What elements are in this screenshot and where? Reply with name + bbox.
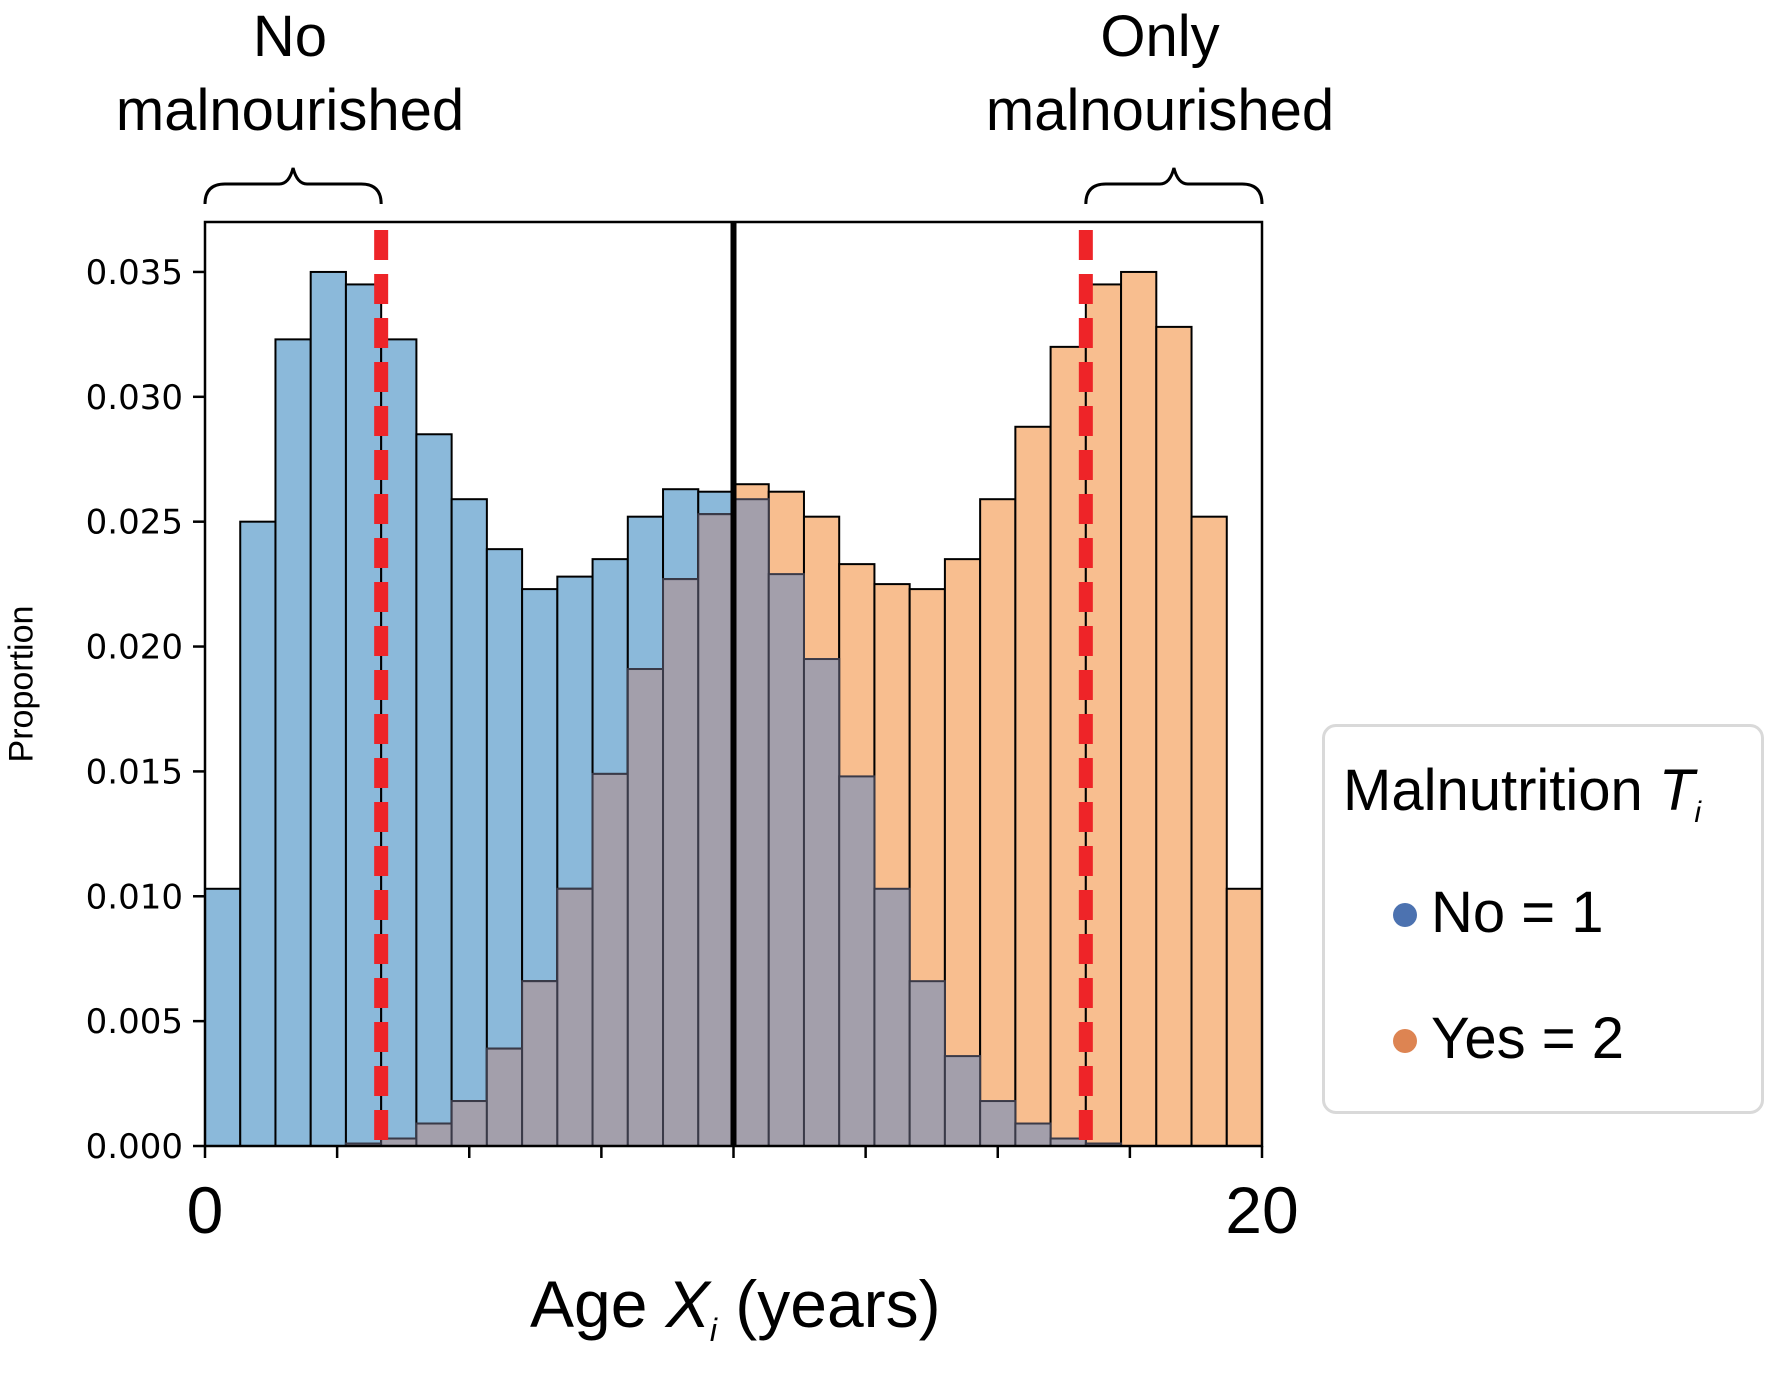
bar-overlap-6 [415,1122,453,1147]
bar-no-2 [274,338,312,1147]
x-tick-label-0: 0 [186,1173,224,1247]
bar-overlap-11 [591,772,629,1147]
brace-left [203,167,383,205]
x-axis-label-prefix: Age [530,1267,666,1341]
bar-overlap-17 [802,658,841,1147]
bar-overlap-8 [485,1047,524,1147]
legend-label-no: No = 1 [1431,880,1604,945]
legend-marker-yes [1393,1029,1417,1053]
legend-title-var: T [1658,758,1695,823]
y-tick-label-7: 0.035 [86,253,183,293]
bar-overlap-15 [732,498,770,1147]
bar-overlap-12 [626,668,665,1148]
bar-overlap-23 [1014,1122,1052,1147]
bar-overlap-10 [556,887,594,1147]
x-axis-label-suffix: (years) [716,1267,941,1341]
bar-overlap-13 [662,578,700,1147]
overlap-bars [344,498,1123,1148]
bar-no-0 [204,887,242,1147]
bar-no-7 [450,498,488,1147]
y-tick-label-3: 0.015 [86,752,183,792]
braces [203,167,1264,205]
annotation-left-line2: malnourished [115,78,465,143]
legend-item-no: No = 1 [1393,879,1604,946]
bar-overlap-19 [873,887,911,1147]
y-tick-label-2: 0.010 [86,877,183,917]
legend-title-text: Malnutrition [1343,758,1659,823]
y-axis-label: Proportion [2,605,41,763]
legend-item-yes: Yes = 2 [1393,1005,1624,1072]
legend-title: Malnutrition Ti [1343,757,1701,830]
bar-no-1 [239,520,277,1147]
annotation-only-malnourished: Only malnourished [930,0,1390,148]
bar-overlap-9 [521,980,559,1148]
annotation-left-line1: No [252,4,328,69]
x-tick-label-20: 20 [1225,1173,1299,1247]
legend-label-yes: Yes = 2 [1431,1006,1624,1071]
bar-yes-27 [1155,325,1193,1147]
bar-overlap-16 [767,573,805,1147]
annotation-right-line1: Only [1100,4,1220,69]
legend: Malnutrition Ti No = 1 Yes = 2 [1322,724,1764,1114]
bar-overlap-7 [450,1100,488,1148]
legend-marker-no [1393,903,1417,927]
bar-yes-23 [1014,425,1052,1147]
brace-right [1084,167,1264,205]
bar-overlap-14 [697,513,735,1147]
reference-lines [374,222,1093,1146]
x-axis-label-var: X [665,1267,710,1341]
x-axis-label-sub: i [709,1312,717,1348]
bar-no-3 [309,270,347,1148]
bar-overlap-22 [979,1100,1017,1148]
annotation-right-line2: malnourished [985,78,1335,143]
axes: 0.000 0.005 0.010 0.015 0.020 0.025 0.030 0.035 [86,220,1264,1167]
legend-title-sub: i [1694,796,1702,829]
bar-overlap-20 [908,980,946,1148]
bar-yes-29 [1225,887,1263,1147]
y-tick-label-0: 0.000 [86,1127,183,1167]
y-tick-label-4: 0.020 [86,628,183,668]
y-tick-label-6: 0.030 [86,378,183,418]
x-axis-label: Age Xi (years) [530,1266,941,1349]
bar-no-6 [415,433,453,1147]
bar-yes-22 [979,498,1017,1147]
bar-overlap-18 [838,775,876,1148]
bar-overlap-21 [943,1055,982,1147]
bar-yes-26 [1120,270,1158,1148]
y-tick-label-1: 0.005 [86,1002,183,1042]
annotation-no-malnourished: No malnourished [60,0,520,148]
bar-yes-28 [1190,515,1228,1147]
y-tick-label-5: 0.025 [86,503,183,543]
